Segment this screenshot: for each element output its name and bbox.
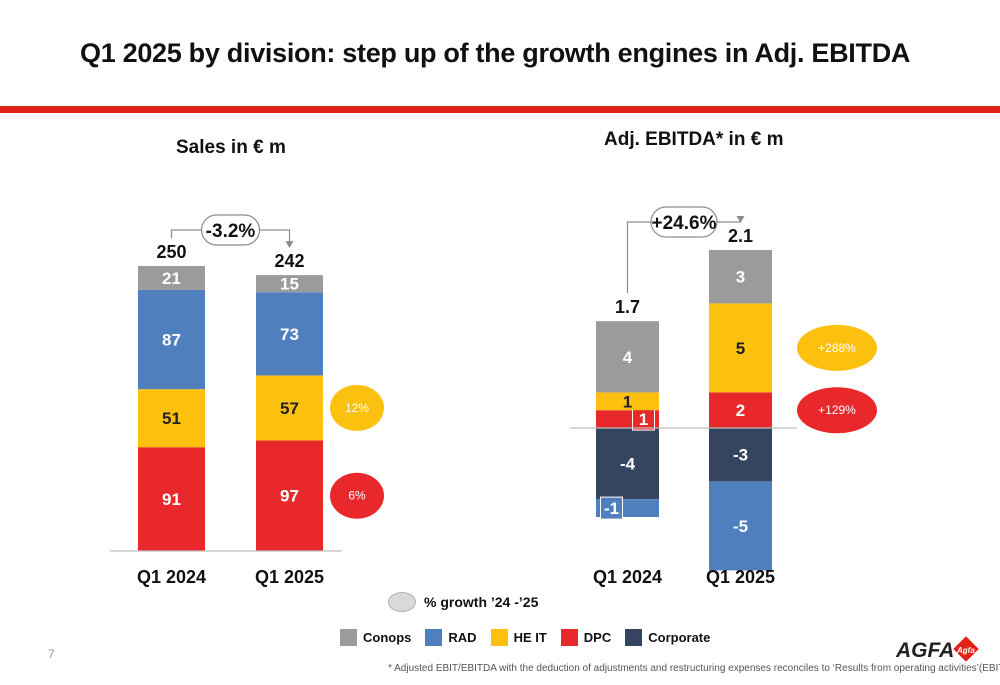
change-label: -3.2% [206, 221, 256, 242]
x-tick-label-q1-2025: Q1 2025 [255, 567, 324, 587]
growth-badge-label-he-it: 12% [345, 401, 369, 415]
legend-item-heit: HE IT [490, 629, 547, 646]
change-pill [200, 214, 261, 246]
sales-chart: 91 51 87 21 Q1 2024 250 97 57 73 15 Q1 2025 242 -3.2… [110, 214, 384, 587]
bar-he-it-q1-2025 [256, 375, 323, 441]
bar-dpc-q1-2025 [256, 440, 323, 551]
growth-key: % growth ’24 -’25 [388, 592, 538, 612]
bar-label-corporate-q1-2025: -3 [733, 446, 748, 465]
bar-conops-q1-2024 [138, 266, 205, 290]
bar-label-dpc-q1-2024: 91 [162, 490, 181, 509]
legend-label: Conops [363, 630, 412, 645]
bar-label-dpc-q1-2025: 2 [736, 401, 745, 420]
label-box-rad-q1-2024 [600, 496, 623, 520]
bar-label-rad-q1-2025: -5 [733, 517, 748, 536]
legend-swatch [625, 629, 643, 646]
growth-oval-icon [388, 592, 416, 612]
bar-label-corporate-q1-2024: -4 [620, 455, 636, 474]
total-label-q1-2025: 2.1 [728, 226, 753, 246]
agfa-logo: AGFA Agfa [896, 636, 979, 662]
x-tick-label-q1-2025: Q1 2025 [706, 567, 775, 587]
growth-badge-label-dpc: +129% [818, 403, 856, 417]
legend-swatch [560, 629, 578, 646]
title-divider [0, 106, 1000, 113]
x-tick-label-q1-2024: Q1 2024 [137, 567, 206, 587]
legend-swatch [425, 629, 443, 646]
legend-swatch [340, 629, 357, 646]
legend: Conops RAD HE IT DPC Corporate [340, 629, 724, 646]
page-number: 7 [48, 647, 55, 661]
bar-conops-q1-2025 [709, 250, 772, 304]
growth-badge-dpc [797, 387, 877, 434]
bar-label-conops-q1-2024: 21 [162, 269, 181, 288]
growth-key-label: % growth ’24 -’25 [424, 594, 539, 610]
bar-corporate-q1-2025 [709, 428, 772, 482]
bar-label-conops-q1-2025: 15 [280, 275, 299, 294]
growth-badge-label-dpc: 6% [348, 489, 366, 503]
growth-badge-he-it [330, 384, 384, 431]
bar-conops-q1-2025 [256, 275, 323, 293]
bar-corporate-q1-2024 [596, 428, 659, 500]
legend-item-dpc: DPC [560, 629, 612, 646]
legend-swatch [490, 629, 508, 646]
legend-label: Corporate [648, 630, 711, 645]
legend-label: RAD [448, 630, 477, 645]
total-label-q1-2024: 250 [156, 242, 186, 262]
bar-label-conops-q1-2024: 4 [623, 348, 633, 367]
change-arrow-head [285, 241, 294, 249]
sales-chart-title: Sales in € m [176, 137, 286, 158]
svg-text:Agfa: Agfa [956, 646, 975, 655]
change-arrow-head [736, 216, 745, 223]
bar-label-he-it-q1-2025: 5 [736, 339, 745, 358]
bar-he-it-q1-2025 [709, 303, 772, 393]
bar-he-it-q1-2024 [138, 389, 205, 448]
ebitda-chart: -4 -1 11 4 Q1 2024 1.7 -3 -5 2 5 3 Q1 2025 2.1 +24.6%… [570, 206, 877, 587]
legend-label: DPC [583, 630, 612, 645]
change-label: +24.6% [652, 213, 717, 234]
bar-rad-q1-2025 [709, 481, 772, 571]
bar-rad-q1-2024 [138, 289, 205, 390]
bar-label-dpc-q1-2024: 1 [639, 410, 648, 429]
bar-dpc-q1-2024 [138, 447, 205, 551]
bar-label-rad-q1-2025: 73 [280, 325, 299, 344]
legend-item-corporate: Corporate [625, 629, 710, 646]
bar-label-rad-q1-2024: -1 [604, 499, 619, 518]
svg-text:AGFA: AGFA [896, 639, 954, 662]
bar-label-he-it-q1-2024: 1 [623, 392, 632, 411]
bar-rad-q1-2025 [256, 292, 323, 376]
bar-dpc-q1-2025 [709, 392, 772, 428]
bar-label-he-it-q1-2024: 51 [162, 409, 181, 428]
x-tick-label-q1-2024: Q1 2024 [593, 567, 662, 587]
bar-label-rad-q1-2024: 87 [162, 331, 181, 350]
total-label-q1-2025: 242 [274, 251, 304, 271]
bar-he-it-q1-2024 [596, 392, 659, 411]
page-title: Q1 2025 by division: step up of the grow… [80, 38, 911, 68]
legend-item-rad: RAD [425, 629, 477, 646]
growth-badge-label-he-it: +288% [818, 341, 856, 355]
bar-label-he-it-q1-2025: 57 [280, 399, 299, 418]
growth-badge-he-it [797, 324, 877, 371]
ebitda-chart-title: Adj. EBITDA* in € m [604, 129, 784, 150]
legend-label: HE IT [513, 630, 547, 645]
total-label-q1-2024: 1.7 [615, 297, 640, 317]
bar-label-dpc-q1-2025: 97 [280, 487, 299, 506]
footnote: * Adjusted EBIT/EBITDA with the deductio… [388, 663, 1000, 674]
growth-badge-dpc [330, 472, 384, 519]
legend-item-conops: Conops [340, 629, 411, 646]
bar-label-conops-q1-2025: 3 [736, 268, 745, 287]
change-pill [650, 206, 718, 238]
bar-conops-q1-2024 [596, 321, 659, 393]
